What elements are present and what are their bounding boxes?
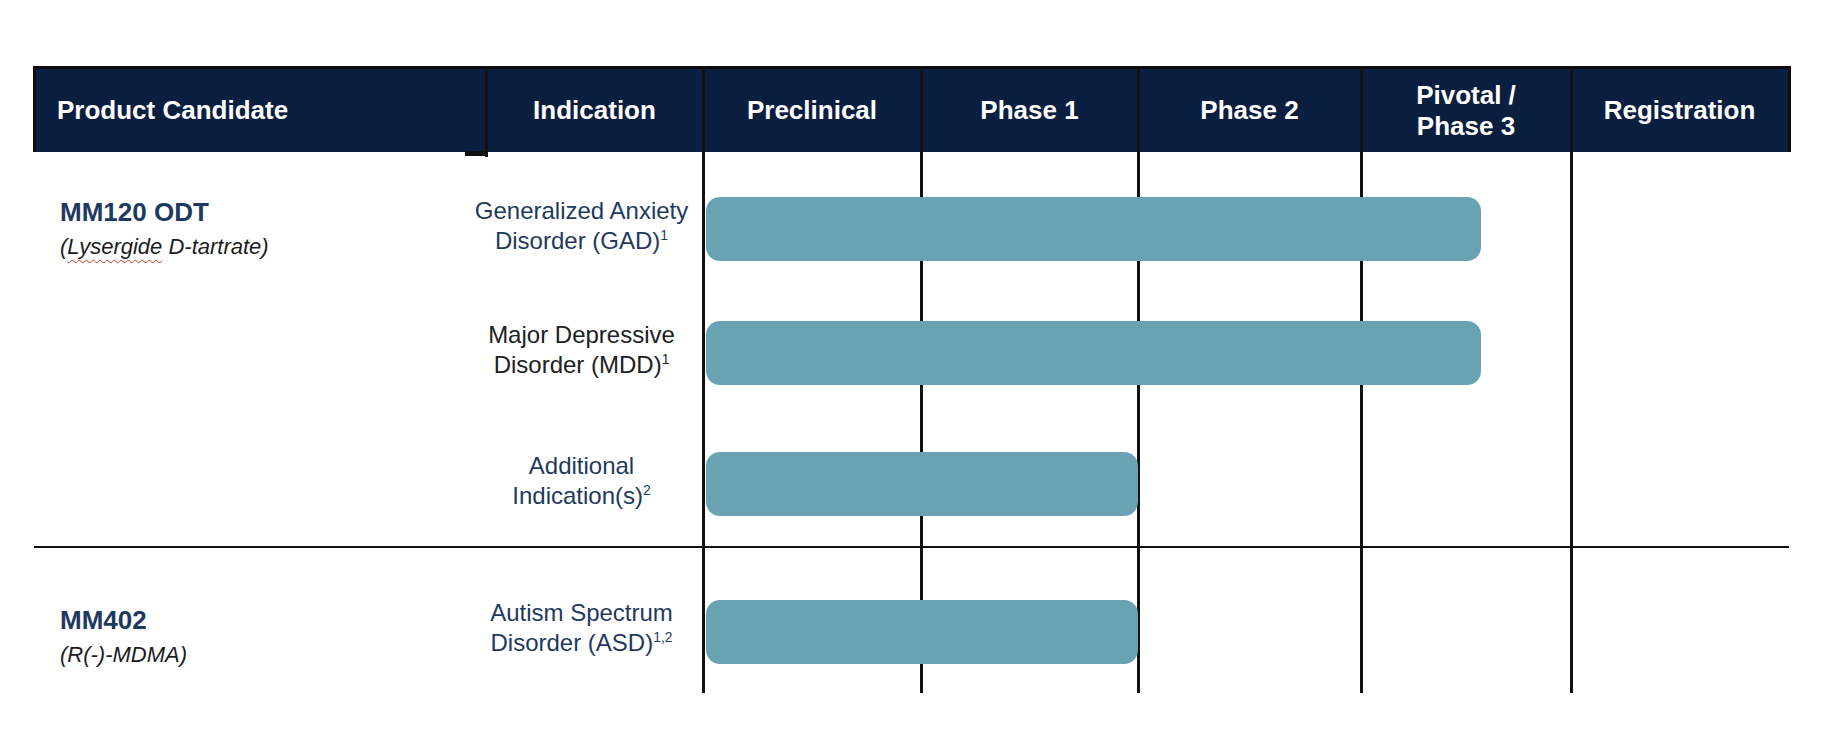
program-name-mm402: MM402 (60, 604, 147, 636)
indication-line2-text: Disorder (GAD) (495, 227, 660, 254)
header-cell-product-candidate: Product Candidate (36, 69, 486, 152)
header-cell-registration: Registration (1571, 69, 1788, 152)
footnote-superscript: 1 (662, 351, 670, 367)
indication-line2-text: Disorder (MDD) (494, 351, 662, 378)
bar-mm120-gad (706, 197, 1481, 261)
indication-line2: Disorder (GAD)1 (495, 226, 668, 256)
program-subname-mm120: (Lysergide D-tartrate) (60, 232, 269, 262)
indication-line2: Indication(s)2 (512, 481, 650, 511)
header-cell-phase-2: Phase 2 (1138, 69, 1361, 152)
gridline-product-indication (485, 66, 488, 157)
table-header-row: Product Candidate Indication Preclinical… (36, 69, 1788, 152)
indication-label-mdd: Major Depressive Disorder (MDD)1 (421, 315, 742, 385)
subname-wavy-word: Lysergide (67, 234, 162, 259)
indication-label-asd: Autism Spectrum Disorder (ASD)1,2 (421, 593, 742, 663)
indication-line2: Disorder (MDD)1 (494, 350, 670, 380)
header-right-border (1788, 66, 1791, 152)
row-separator-line (34, 546, 1789, 548)
indication-line1: Additional (529, 451, 634, 481)
subname-before: (R(-)-MDMA) (60, 642, 187, 667)
program-subname-mm402: (R(-)-MDMA) (60, 640, 187, 670)
indication-line2-text: Indication(s) (512, 482, 643, 509)
indication-line1: Major Depressive (488, 320, 675, 350)
indication-label-gad: Generalized Anxiety Disorder (GAD)1 (421, 191, 742, 261)
header-cell-preclinical: Preclinical (703, 69, 921, 152)
indication-label-additional: Additional Indication(s)2 (421, 446, 742, 516)
footnote-superscript: 1,2 (653, 629, 672, 645)
pipeline-slide: Product Candidate Indication Preclinical… (0, 0, 1822, 729)
indication-line2-text: Disorder (ASD) (490, 629, 653, 656)
indication-line2: Disorder (ASD)1,2 (490, 628, 672, 658)
header-cell-indication: Indication (486, 69, 703, 152)
gridline-pivotal-registration (1570, 66, 1573, 693)
bar-mm120-mdd (706, 321, 1481, 385)
indication-line1: Generalized Anxiety (475, 196, 688, 226)
program-name-mm120: MM120 ODT (60, 196, 209, 228)
header-cell-phase-1: Phase 1 (921, 69, 1138, 152)
subname-after: D-tartrate) (162, 234, 268, 259)
footnote-superscript: 1 (660, 227, 668, 243)
bar-mm402-asd (706, 600, 1138, 664)
footnote-superscript: 2 (643, 482, 651, 498)
gridline-notch (465, 151, 487, 156)
header-cell-pivotal-phase-3: Pivotal / Phase 3 (1361, 69, 1571, 152)
bar-mm120-additional (706, 452, 1138, 516)
indication-line1: Autism Spectrum (490, 598, 673, 628)
